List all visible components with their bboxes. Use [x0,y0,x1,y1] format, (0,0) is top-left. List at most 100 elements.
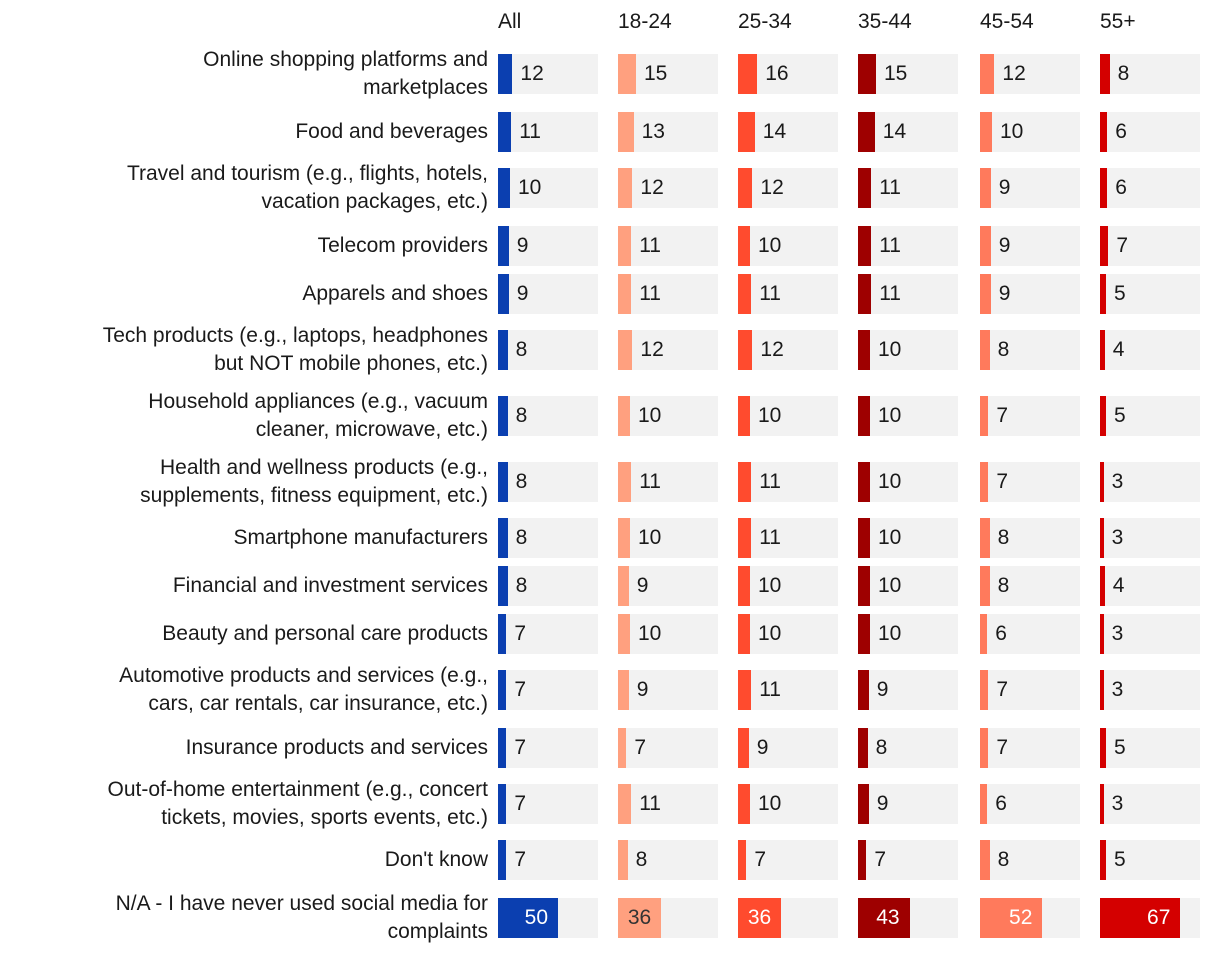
cell-background [858,330,958,370]
data-label: 14 [762,120,787,143]
row-label-line: Automotive products and services (e.g., [119,664,488,687]
cell-background [498,462,598,502]
data-label: 11 [879,234,901,257]
cell-background [1100,784,1200,824]
column-header: 45-54 [980,10,1034,33]
cell-background [980,614,1080,654]
row-label-line: Food and beverages [295,120,488,143]
row-label: Automotive products and services (e.g., c… [8,662,488,718]
cell-background [738,462,838,502]
cell-background [1100,728,1200,768]
data-label: 10 [638,622,662,645]
data-label: 11 [759,678,781,701]
row-label: Insurance products and services [8,734,488,762]
data-label: 9 [998,282,1011,305]
data-label: 7 [514,792,527,815]
bar [980,566,990,606]
cell-background [1100,670,1200,710]
data-label: 10 [758,234,782,257]
data-label: 10 [1000,120,1024,143]
cell-background [980,462,1080,502]
cell-background [618,784,718,824]
cell-background [980,112,1080,152]
row-label-line: cars, car rentals, car insurance, etc.) [148,692,488,715]
cell-background [858,728,958,768]
column-header: All [498,10,522,33]
bar [980,274,991,314]
row-label-line: Travel and tourism (e.g., flights, hotel… [126,162,488,185]
row-label: Out-of-home entertainment (e.g., concert… [8,776,488,832]
cell-background [980,168,1080,208]
bar [618,226,632,266]
row-label-line: Smartphone manufacturers [233,526,488,549]
cell-background [498,614,598,654]
cell-background [1100,462,1200,502]
cell-background [738,728,838,768]
cell-background [498,518,598,558]
cell-background [1100,112,1200,152]
cell-background [498,566,598,606]
data-label: 8 [515,470,528,493]
data-label: 10 [758,574,782,597]
bar [1100,728,1106,768]
bar [738,396,750,436]
data-label: 10 [758,792,782,815]
bar [498,168,510,208]
cell-background [858,274,958,314]
cell-background [618,330,718,370]
data-label: 7 [634,736,647,759]
cell-background [618,168,718,208]
bar [858,840,867,880]
data-label: 6 [995,622,1007,645]
row-label-line: Tech products (e.g., laptops, headphones [102,324,488,347]
bar [618,728,627,768]
data-label: 8 [997,526,1010,549]
cell-background [1100,840,1200,880]
data-label: 10 [878,574,902,597]
data-label: 6 [1115,176,1127,199]
cell-background [618,670,718,710]
cell-background [738,330,838,370]
cell-background [498,274,598,314]
data-label: 7 [874,848,887,871]
column-header: 18-24 [618,10,672,33]
cell-background [738,670,838,710]
bar [738,54,758,94]
row-label-line: Telecom providers [317,234,488,257]
bar [980,670,989,710]
bar [980,330,990,370]
row-label-line: but NOT mobile phones, etc.) [214,352,488,375]
cell-background [738,396,838,436]
data-label: 10 [878,338,902,361]
cell-background [980,396,1080,436]
row-label-line: Online shopping platforms and [203,48,488,71]
data-label: 12 [640,176,664,199]
data-label: 43 [876,906,900,929]
bar [498,330,508,370]
bar [738,518,752,558]
bar [1100,898,1181,938]
row-label-line: Financial and investment services [172,574,488,597]
bar [618,518,630,558]
data-label: 8 [515,526,528,549]
cell-background [858,462,958,502]
cell-background [980,840,1080,880]
row-label: Smartphone manufacturers [8,524,488,552]
row-label-line: complaints [387,920,488,943]
bar [618,274,632,314]
bar [980,54,995,94]
data-label: 10 [638,404,662,427]
column-header: 25-34 [738,10,792,33]
row-label-line: supplements, fitness equipment, etc.) [140,484,488,507]
data-label: 6 [1115,120,1127,143]
bar [1100,670,1104,710]
cell-background [1100,518,1200,558]
data-label: 7 [514,736,527,759]
cell-background [980,274,1080,314]
bar [858,226,872,266]
row-label: Don't know [8,846,488,874]
cell-background [738,226,838,266]
cell-background [980,518,1080,558]
row-label-line: Household appliances (e.g., vacuum [148,390,488,413]
data-label: 7 [996,736,1009,759]
